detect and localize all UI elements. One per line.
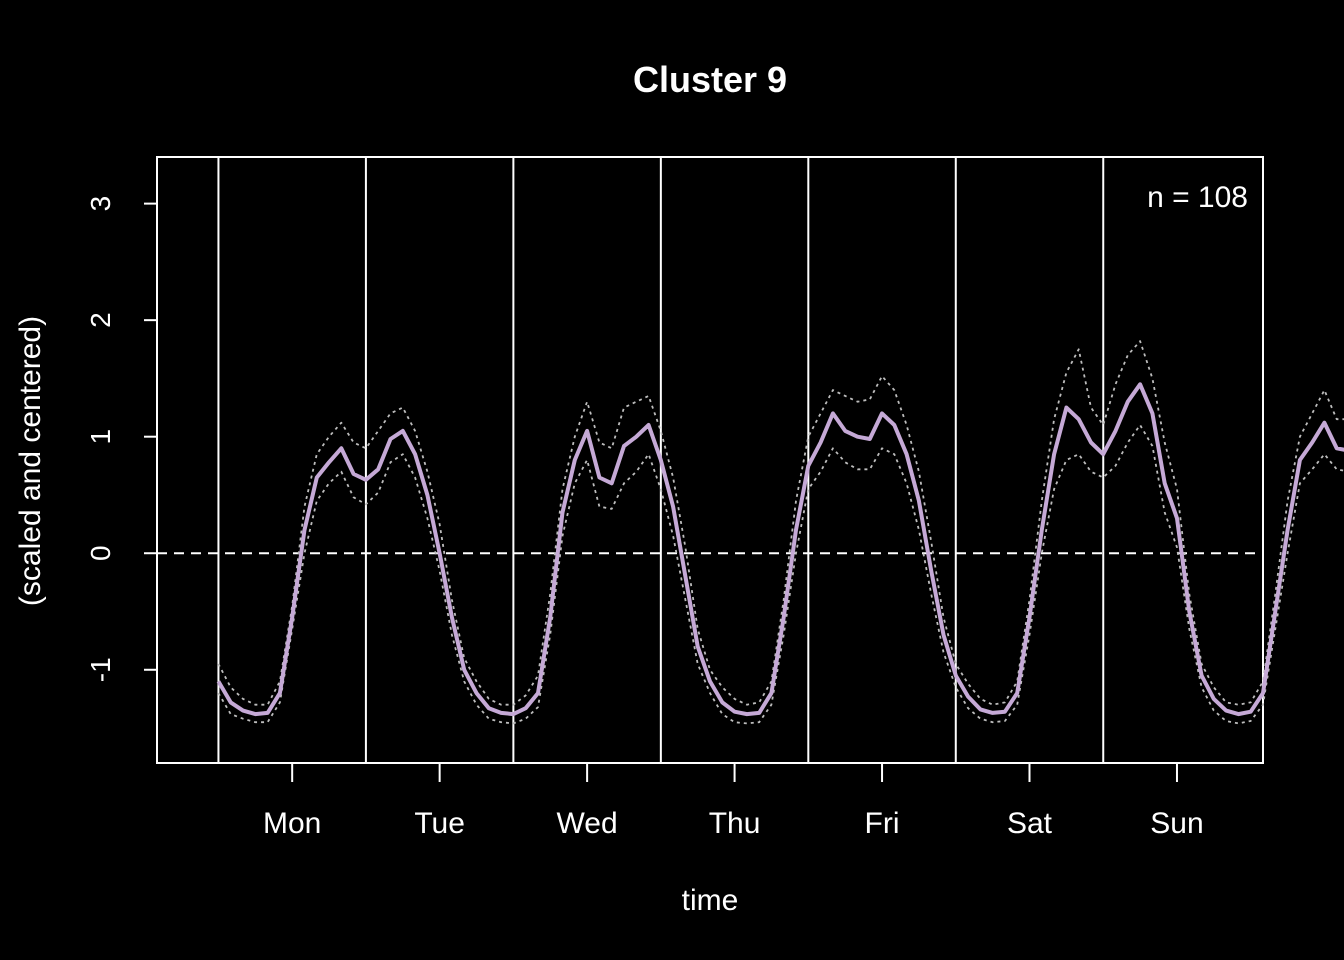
x-tick-label: Fri	[865, 807, 900, 840]
series-lower-band-line	[217, 424, 1344, 725]
x-tick-label: Wed	[557, 807, 618, 840]
x-tick-label: Mon	[263, 807, 321, 840]
sample-size-annotation: n = 108	[1147, 181, 1248, 214]
x-tick-label: Sat	[1007, 807, 1053, 840]
plot-frame	[156, 156, 1264, 764]
day-separators	[217, 157, 1105, 763]
x-tick-label: Sun	[1150, 807, 1203, 840]
y-tick-label: 2	[85, 312, 116, 328]
x-tick-label: Thu	[709, 807, 761, 840]
y-axis: -1 0 1 2 3	[85, 196, 157, 682]
series-layer	[216, 340, 1344, 725]
y-axis-label: (scaled and centered)	[14, 316, 47, 606]
x-axis: Mon Tue Wed Thu Fri Sat Sun	[263, 763, 1204, 840]
series-mean-line	[216, 382, 1344, 717]
x-axis-label: time	[682, 884, 739, 917]
y-tick-label: 0	[85, 545, 116, 561]
x-tick-label: Tue	[414, 807, 465, 840]
y-tick-label: 3	[85, 196, 116, 212]
chart-title: Cluster 9	[633, 59, 787, 100]
y-tick-label: 1	[85, 429, 116, 445]
y-tick-label: -1	[85, 657, 116, 682]
